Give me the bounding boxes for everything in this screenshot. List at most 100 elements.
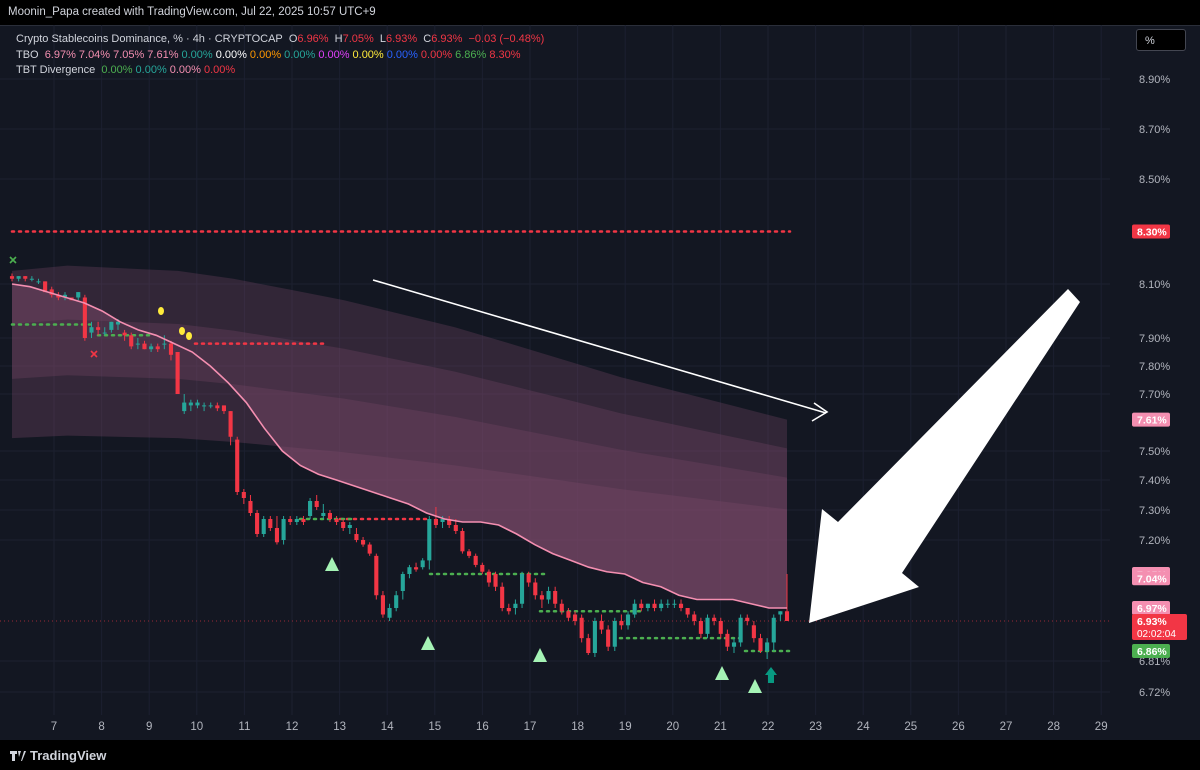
price-label-bg-0 [1132,224,1170,239]
candle-body-33 [228,411,233,437]
trend-arrow-head [811,402,829,422]
tbt-value-3: 0.00% [203,64,236,76]
x-tick-18: 18 [571,721,584,733]
candle-body-113 [758,638,763,651]
candle-body-83 [559,603,564,612]
price-chart[interactable]: 8.90% 8.70% 8.50% 8.10% 7.90% 7.80% 7.70% 7.50%… [0,25,1200,740]
chart-legend: Crypto Stablecoins Dominance, % · 4h · C… [16,32,547,79]
tbo-value-5: 0.00% [215,48,247,61]
candle-body-56 [380,595,385,615]
candle-body-77 [519,574,525,604]
footer: TradingView [0,740,1200,770]
candle-body-62 [420,560,425,568]
y-tick-10: 7.20% [1139,535,1170,547]
candle-body-105 [705,617,710,634]
candle-body-45 [308,501,313,516]
candle-body-74 [500,586,505,608]
x-tick-12: 12 [286,721,299,733]
y-tick-8: 7.40% [1139,475,1170,487]
candle-body-61 [414,567,419,570]
x-tick-10: 10 [190,721,203,733]
candle-body-35 [241,492,246,498]
price-label-1: 7.61% [1137,415,1167,427]
x-tick-14: 14 [381,721,394,733]
legend-symbol-row[interactable]: Crypto Stablecoins Dominance, % · 4h · C… [16,32,547,48]
x-tick-15: 15 [428,721,441,733]
candle-body-93 [625,614,631,626]
y-tick-2: 8.50% [1139,174,1170,186]
tradingview-logo[interactable]: TradingView [10,748,106,763]
candle-body-84 [566,611,571,618]
candle-body-109 [731,642,737,647]
candle-body-73 [493,574,498,587]
candle-body-87 [586,638,591,653]
x-tick-24: 24 [857,721,870,733]
candle-body-50 [341,522,346,528]
candle-body-92 [619,621,624,626]
candle-body-19 [135,343,140,345]
annotation-arrows [372,279,1080,623]
candle-body-75 [506,608,511,612]
cloud-band-0 [12,265,787,608]
candle-body-59 [400,574,405,591]
candle-body-41 [281,519,286,540]
tbo-name: TBO [16,48,39,61]
tbo-value-7: 0.00% [284,48,316,61]
y-tick-0: 8.90% [1139,74,1170,86]
yellow-dot-2 [186,332,192,340]
candle-body-42 [288,519,293,522]
candle-body-27 [188,402,193,406]
ohlc-close: C6.93% [423,33,463,45]
cross-mark-0 [9,256,17,264]
price-label-0: 8.30% [1137,227,1167,239]
candle-body-102 [685,608,690,615]
candle-body-115 [771,617,776,643]
candle-body-85 [572,614,578,621]
candle-body-5 [43,281,48,293]
ohlc-change: −0.03 (−0.48%) [468,33,545,45]
legend-tbo-row[interactable]: TBO 6.97% 7.04% 7.05% 7.61% 0.00% 0.00% 0.00% 0… [16,48,547,64]
x-tick-27: 27 [1000,721,1013,733]
candle-body-11 [82,297,87,338]
x-tick-21: 21 [714,721,727,733]
candle-body-20 [142,343,147,350]
ohlc-high: H7.05% [334,33,374,45]
tbt-values: 0.00% 0.00% 0.00% 0.00% [101,64,238,76]
candle-body-110 [738,617,743,643]
candle-body-48 [327,513,333,519]
y-tick-7: 7.50% [1139,446,1170,458]
candle-body-10 [76,292,81,298]
candle-body-29 [202,405,207,407]
candle-body-22 [155,346,160,350]
candle-body-34 [235,439,240,492]
y-tick-1: 8.70% [1139,124,1170,136]
yellow-dot-1 [179,327,185,335]
percent-scale-button[interactable]: % [1136,29,1186,51]
legend-tbt-row[interactable]: TBT Divergence 0.00% 0.00% 0.00% 0.00% [16,63,547,79]
ohlc-open: O6.96% [288,33,329,45]
candle-body-17 [122,332,127,336]
price-label-4: 6.97% [1137,603,1167,615]
candle-body-16 [115,321,121,325]
price-label-bg-5 [1132,614,1187,640]
candle-body-96 [645,603,650,608]
candle-body-95 [639,603,644,608]
cloud-band-2 [12,284,787,608]
chart-grid [0,25,1110,715]
candle-body-112 [751,625,756,639]
price-label-timer: 02:02:04 [1137,629,1176,640]
candle-body-39 [268,519,273,528]
candles [9,273,790,659]
ohlc-low: L6.93% [379,33,418,45]
candle-body-26 [182,402,187,412]
candle-body-116 [778,611,783,615]
candle-body-106 [712,617,717,621]
candle-body-54 [367,544,372,554]
candle-body-2 [23,276,28,279]
y-tick-9: 7.30% [1139,505,1170,517]
buy-arrow-up [765,667,777,683]
time-axis: 7 8 9 10 11 12 13 14 15 16 17 18 19 20 21 22 23 24 25 26 27 2… [51,721,1108,733]
tbo-value-12: 6.86% [455,48,487,61]
tbo-value-3: 7.61% [147,48,179,61]
tbo-value-11: 0.00% [420,48,453,61]
